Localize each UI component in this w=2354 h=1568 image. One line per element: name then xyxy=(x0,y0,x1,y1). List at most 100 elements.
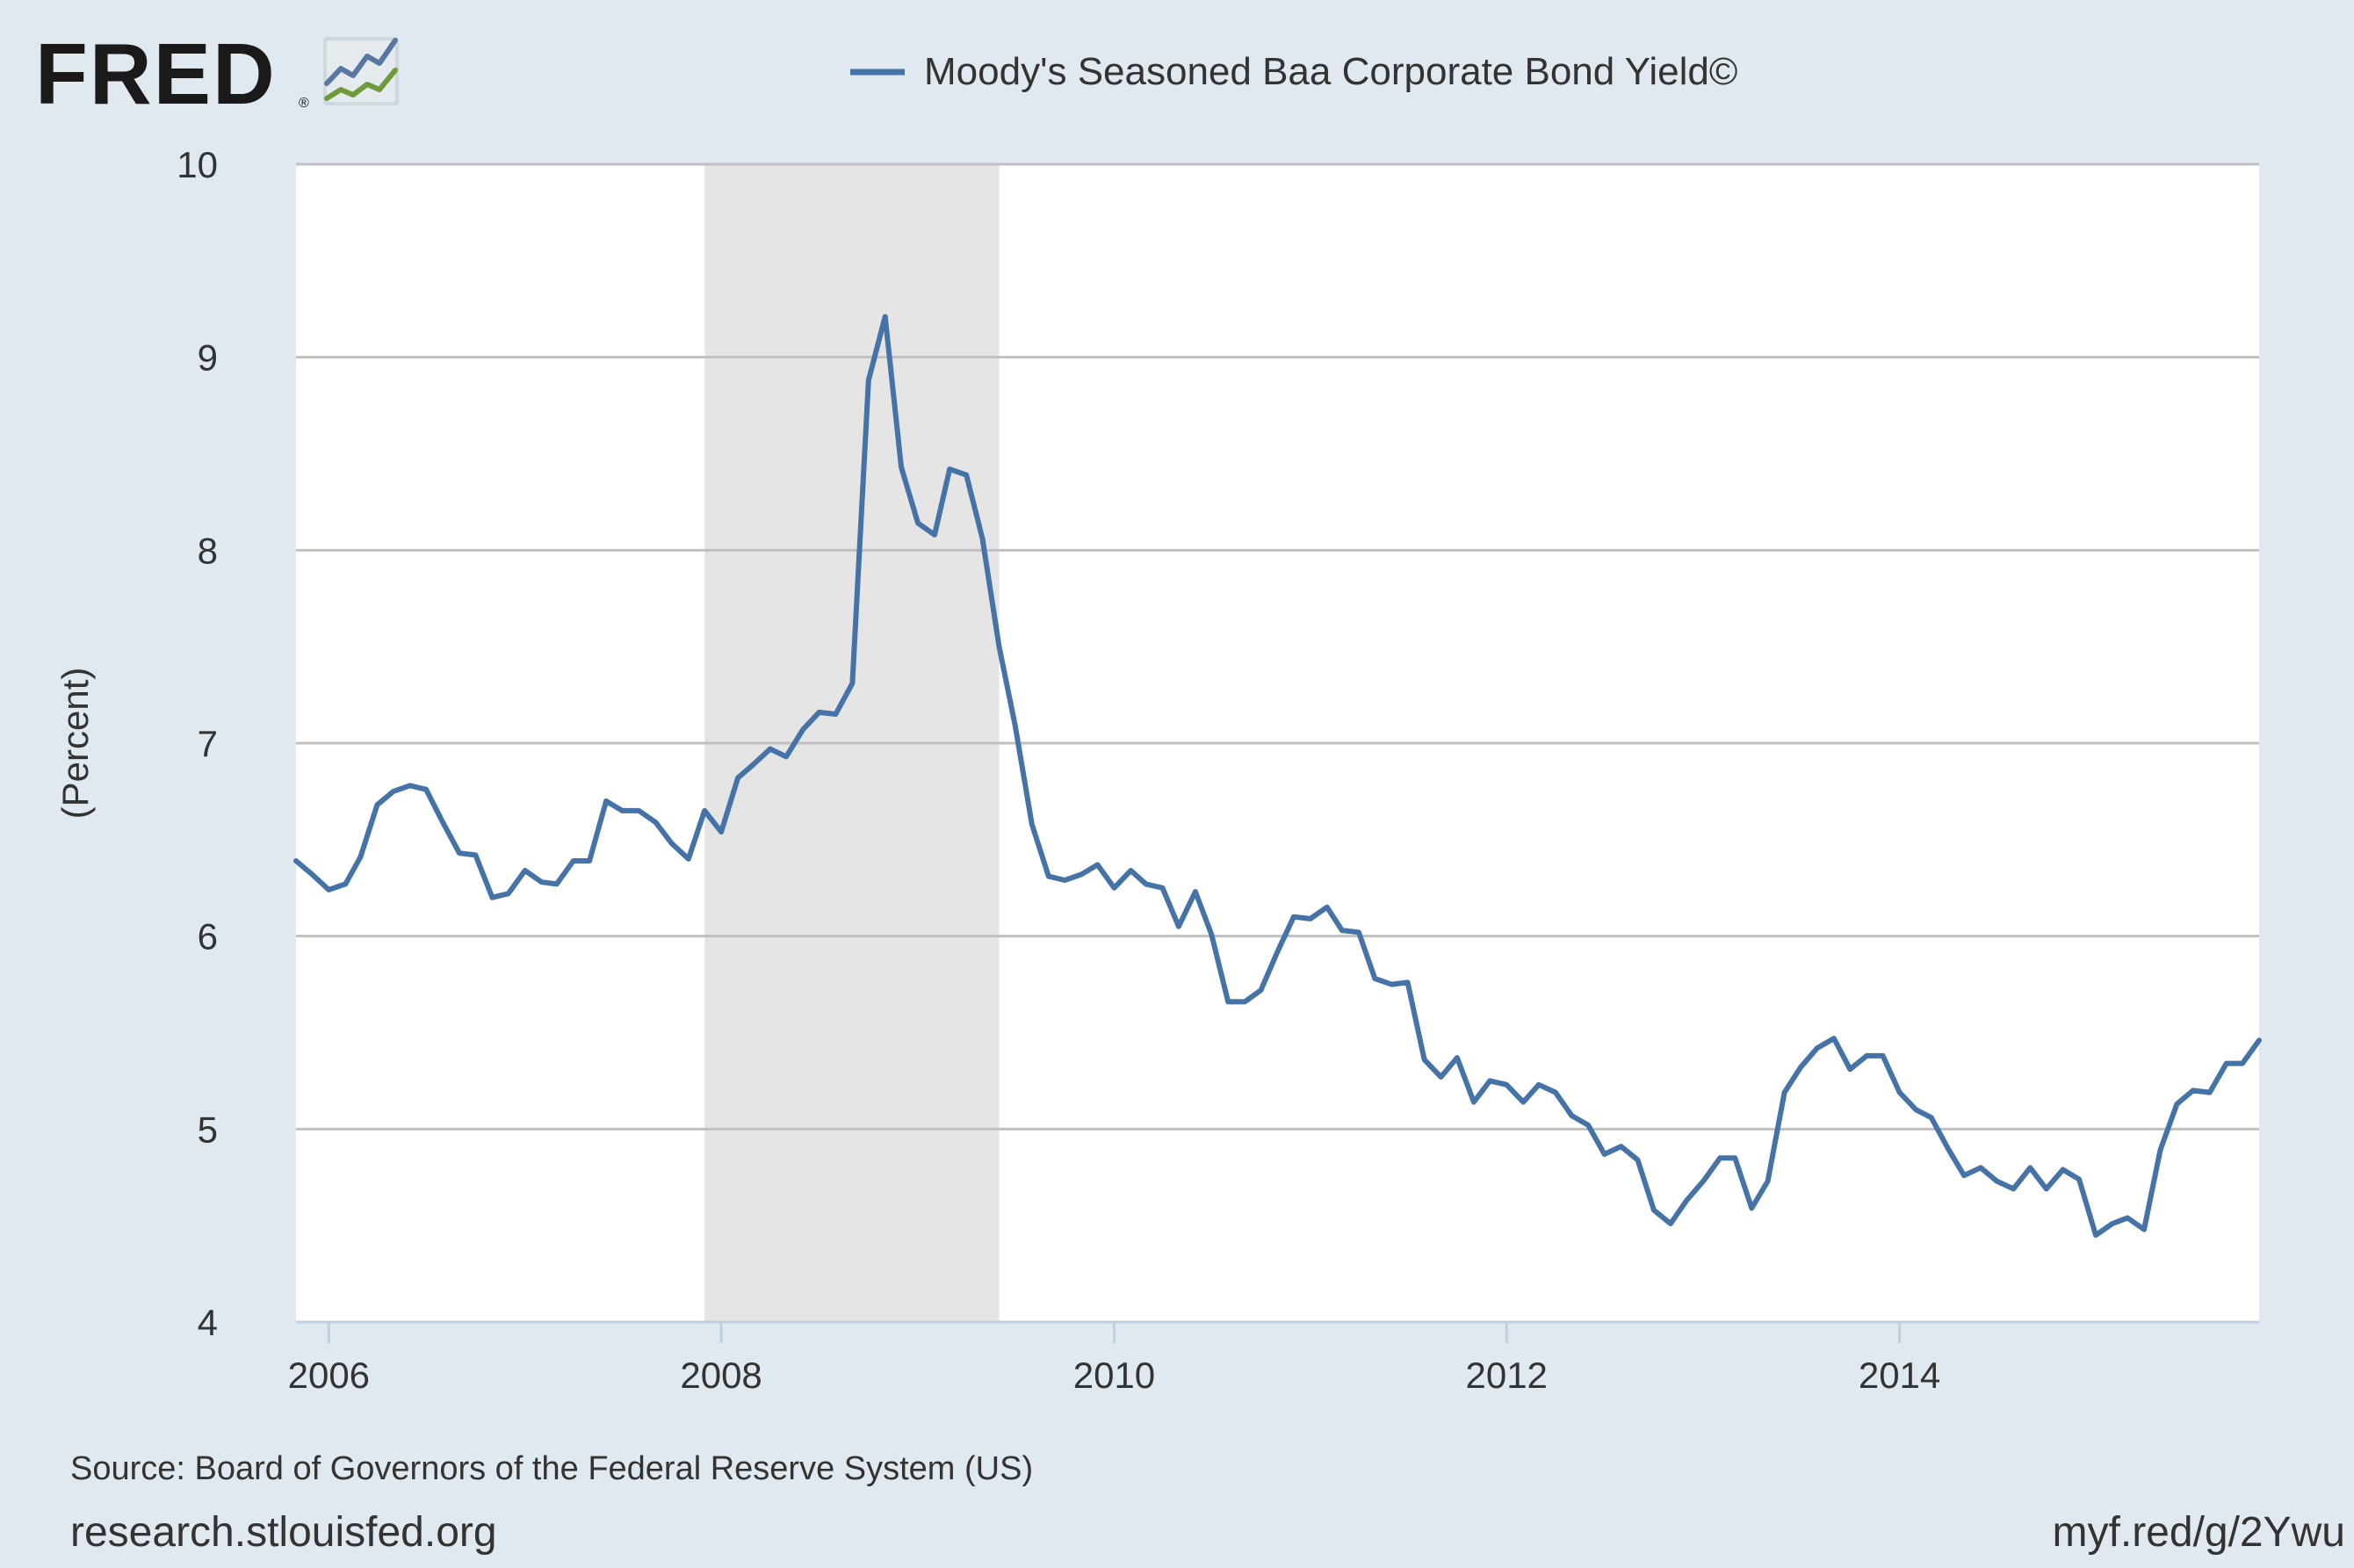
x-tick-label: 2012 xyxy=(1465,1355,1547,1396)
data-point xyxy=(1701,1179,1706,1184)
data-point xyxy=(1259,987,1264,993)
data-point xyxy=(1455,1055,1460,1060)
data-point xyxy=(1782,1090,1787,1095)
data-point xyxy=(1471,1100,1477,1105)
logo-text: FRED xyxy=(35,25,277,122)
data-point xyxy=(1405,979,1411,985)
data-point xyxy=(849,681,855,686)
data-point xyxy=(539,879,545,885)
x-tick-label: 2010 xyxy=(1073,1355,1155,1396)
short-link[interactable]: myf.red/g/2Ywu xyxy=(2053,1509,2345,1556)
data-point xyxy=(1946,1145,1951,1151)
data-point xyxy=(2157,1147,2163,1153)
data-point xyxy=(1978,1165,1983,1170)
data-point xyxy=(1651,1208,1657,1213)
data-point xyxy=(2174,1102,2179,1107)
data-point xyxy=(1013,723,1018,728)
data-point xyxy=(2207,1090,2213,1095)
data-point xyxy=(293,858,299,863)
data-point xyxy=(1864,1053,1869,1059)
data-point xyxy=(309,871,314,877)
fred-logo[interactable]: FRED ® xyxy=(35,25,399,122)
data-point xyxy=(1487,1078,1492,1083)
x-tick-label: 2008 xyxy=(680,1355,762,1396)
data-point xyxy=(1144,881,1149,886)
data-point xyxy=(1209,931,1214,936)
x-axis: 2006 2008 2010 2012 2014 xyxy=(288,1320,2259,1396)
data-point xyxy=(2093,1232,2098,1238)
data-point xyxy=(1766,1179,1771,1184)
data-point xyxy=(1994,1179,1999,1184)
series-layer xyxy=(293,314,2262,1239)
data-point xyxy=(1422,1057,1427,1062)
data-point xyxy=(2191,1087,2196,1093)
data-point xyxy=(686,856,691,862)
data-point xyxy=(899,465,904,470)
y-tick-label: 6 xyxy=(198,916,218,957)
data-point xyxy=(1291,914,1296,920)
data-point xyxy=(1225,999,1231,1004)
data-point xyxy=(768,747,773,752)
data-point xyxy=(735,776,740,781)
data-point xyxy=(603,798,609,804)
source-line: Source: Board of Governors of the Federa… xyxy=(70,1450,1033,1487)
data-point xyxy=(587,858,592,863)
data-point xyxy=(1094,862,1100,867)
data-point xyxy=(1193,889,1198,894)
data-point xyxy=(1504,1082,1509,1087)
data-point xyxy=(866,378,871,383)
data-point xyxy=(2257,1037,2262,1043)
data-point xyxy=(1128,868,1133,873)
data-point xyxy=(964,473,969,478)
data-point xyxy=(554,881,560,886)
data-point xyxy=(1389,982,1394,987)
data-point xyxy=(718,829,724,835)
data-point xyxy=(932,532,937,538)
data-point xyxy=(1585,1123,1591,1128)
data-point xyxy=(833,712,838,717)
data-point xyxy=(1372,976,1377,981)
data-point xyxy=(440,820,445,825)
data-point xyxy=(816,710,821,715)
data-point xyxy=(1798,1065,1803,1070)
data-point xyxy=(783,754,789,759)
data-point xyxy=(2027,1165,2033,1170)
data-point xyxy=(1356,929,1361,935)
data-point xyxy=(947,466,952,472)
data-point xyxy=(1619,1144,1624,1149)
data-point xyxy=(883,314,888,320)
data-point xyxy=(457,850,462,856)
y-tick-label: 7 xyxy=(198,723,218,764)
data-point xyxy=(1029,821,1035,827)
data-point xyxy=(1717,1155,1722,1160)
data-point xyxy=(1242,999,1247,1004)
data-point xyxy=(915,521,921,526)
data-point xyxy=(489,895,495,900)
data-point xyxy=(473,852,478,857)
data-point xyxy=(1815,1045,1820,1051)
y-tick-label: 10 xyxy=(177,144,218,185)
data-point xyxy=(1684,1198,1689,1203)
data-point xyxy=(800,727,805,733)
x-tick-label: 2006 xyxy=(288,1355,370,1396)
data-point xyxy=(1732,1155,1737,1160)
data-point xyxy=(506,891,511,896)
data-point xyxy=(619,808,625,813)
data-point xyxy=(1079,871,1084,877)
data-point xyxy=(423,787,429,792)
y-axis: 4 5 6 7 8 9 10 xyxy=(177,144,218,1343)
data-point xyxy=(1046,874,1051,879)
data-point xyxy=(1847,1066,1852,1072)
data-point xyxy=(669,841,675,846)
data-point xyxy=(357,855,363,860)
data-point xyxy=(1636,1157,1641,1162)
data-point xyxy=(2076,1176,2082,1181)
y-tick-label: 8 xyxy=(198,530,218,571)
data-point xyxy=(2224,1061,2229,1066)
data-point xyxy=(326,887,331,892)
site-url[interactable]: research.stlouisfed.org xyxy=(70,1509,497,1556)
y-tick-label: 4 xyxy=(198,1302,218,1343)
data-point xyxy=(1308,916,1313,921)
